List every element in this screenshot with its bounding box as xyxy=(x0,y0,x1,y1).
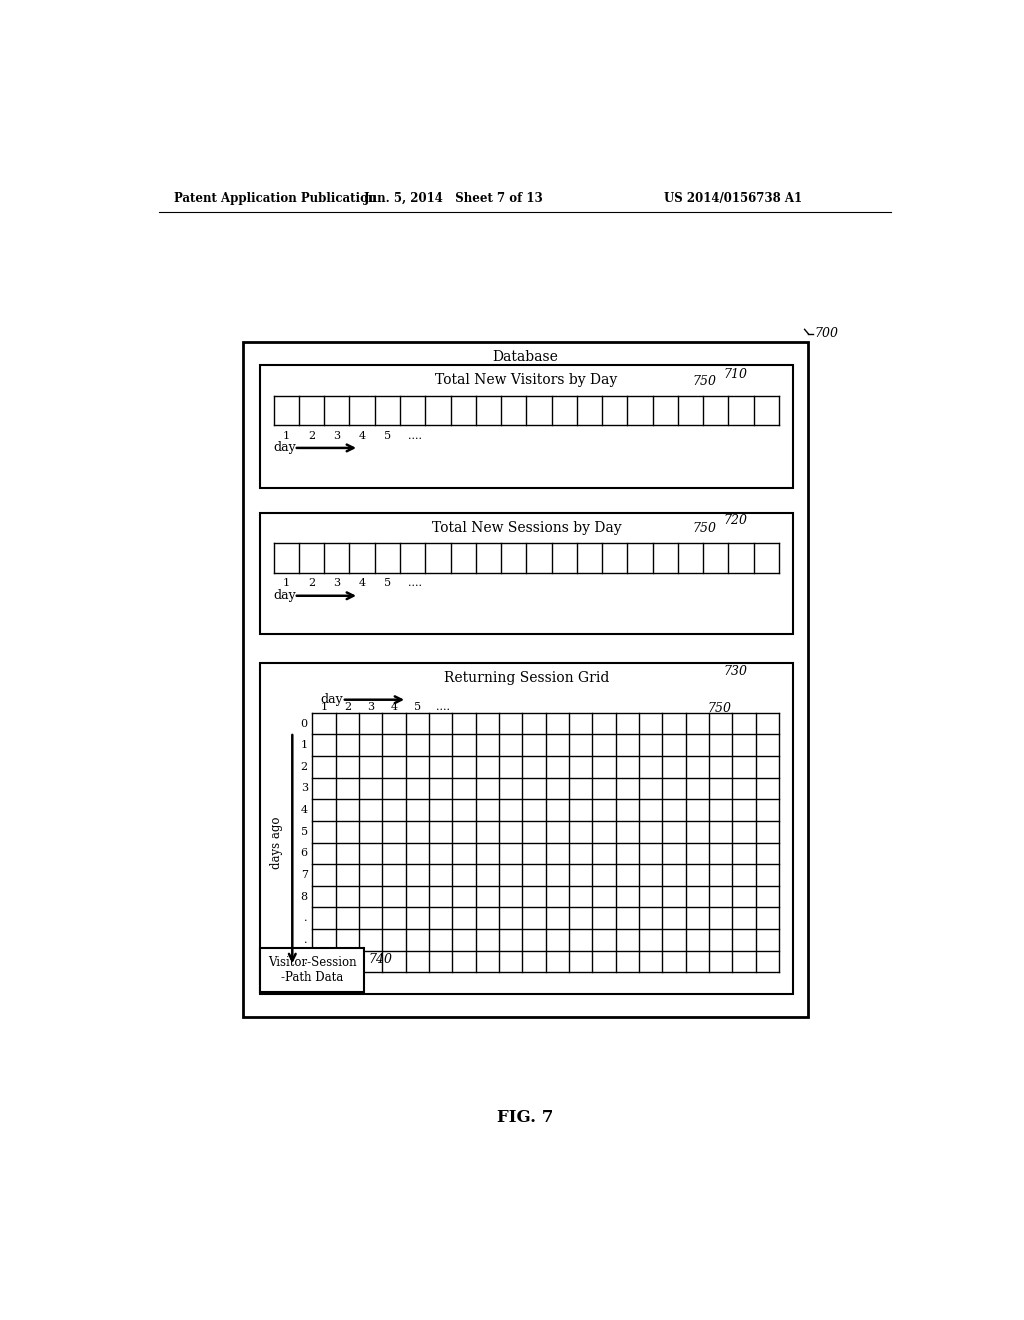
Text: 2: 2 xyxy=(301,762,308,772)
Text: ....: .... xyxy=(436,702,451,711)
Text: 5: 5 xyxy=(384,430,391,441)
Text: 5: 5 xyxy=(384,578,391,589)
Text: Database: Database xyxy=(493,350,558,364)
Text: Returning Session Grid: Returning Session Grid xyxy=(443,671,609,685)
Text: 1: 1 xyxy=(283,578,290,589)
Text: .: . xyxy=(304,935,308,945)
Bar xyxy=(260,948,365,993)
Text: 5: 5 xyxy=(301,826,308,837)
Text: 710: 710 xyxy=(723,367,748,380)
Text: 4: 4 xyxy=(358,430,366,441)
Text: 3: 3 xyxy=(301,784,308,793)
Text: 1: 1 xyxy=(301,741,308,750)
Text: 740: 740 xyxy=(369,953,392,966)
Text: US 2014/0156738 A1: US 2014/0156738 A1 xyxy=(665,191,802,205)
Bar xyxy=(260,512,793,635)
Text: Total New Sessions by Day: Total New Sessions by Day xyxy=(431,521,622,535)
Bar xyxy=(243,342,809,1016)
Text: 2: 2 xyxy=(308,578,315,589)
Text: 3: 3 xyxy=(333,578,340,589)
Text: 700: 700 xyxy=(815,327,839,341)
Text: .: . xyxy=(304,913,308,923)
Text: FIG. 7: FIG. 7 xyxy=(497,1109,553,1126)
Text: 3: 3 xyxy=(368,702,375,711)
Text: 730: 730 xyxy=(723,665,748,677)
Text: Visitor-Session
-Path Data: Visitor-Session -Path Data xyxy=(267,956,356,983)
Text: days ago: days ago xyxy=(270,816,284,869)
Text: day: day xyxy=(273,441,297,454)
Text: 2: 2 xyxy=(344,702,351,711)
Text: 1: 1 xyxy=(283,430,290,441)
Text: 1: 1 xyxy=(321,702,328,711)
Text: 6: 6 xyxy=(301,849,308,858)
Text: 7: 7 xyxy=(301,870,308,880)
Text: 750: 750 xyxy=(692,521,716,535)
Text: 720: 720 xyxy=(723,513,748,527)
Text: ....: .... xyxy=(408,430,422,441)
Text: .: . xyxy=(304,957,308,966)
Text: 0: 0 xyxy=(301,718,308,729)
Text: 4: 4 xyxy=(301,805,308,816)
Text: Jun. 5, 2014   Sheet 7 of 13: Jun. 5, 2014 Sheet 7 of 13 xyxy=(364,191,544,205)
Text: 2: 2 xyxy=(308,430,315,441)
Text: 5: 5 xyxy=(414,702,421,711)
Bar xyxy=(260,663,793,994)
Text: ....: .... xyxy=(408,578,422,589)
Text: day: day xyxy=(273,589,297,602)
Text: 3: 3 xyxy=(333,430,340,441)
Text: day: day xyxy=(321,693,343,706)
Text: 750: 750 xyxy=(692,375,716,388)
Text: Total New Visitors by Day: Total New Visitors by Day xyxy=(435,374,617,387)
Text: 4: 4 xyxy=(390,702,397,711)
Text: 8: 8 xyxy=(301,891,308,902)
Bar xyxy=(260,364,793,488)
Text: 750: 750 xyxy=(708,702,732,715)
Text: 4: 4 xyxy=(358,578,366,589)
Text: Patent Application Publication: Patent Application Publication xyxy=(174,191,377,205)
